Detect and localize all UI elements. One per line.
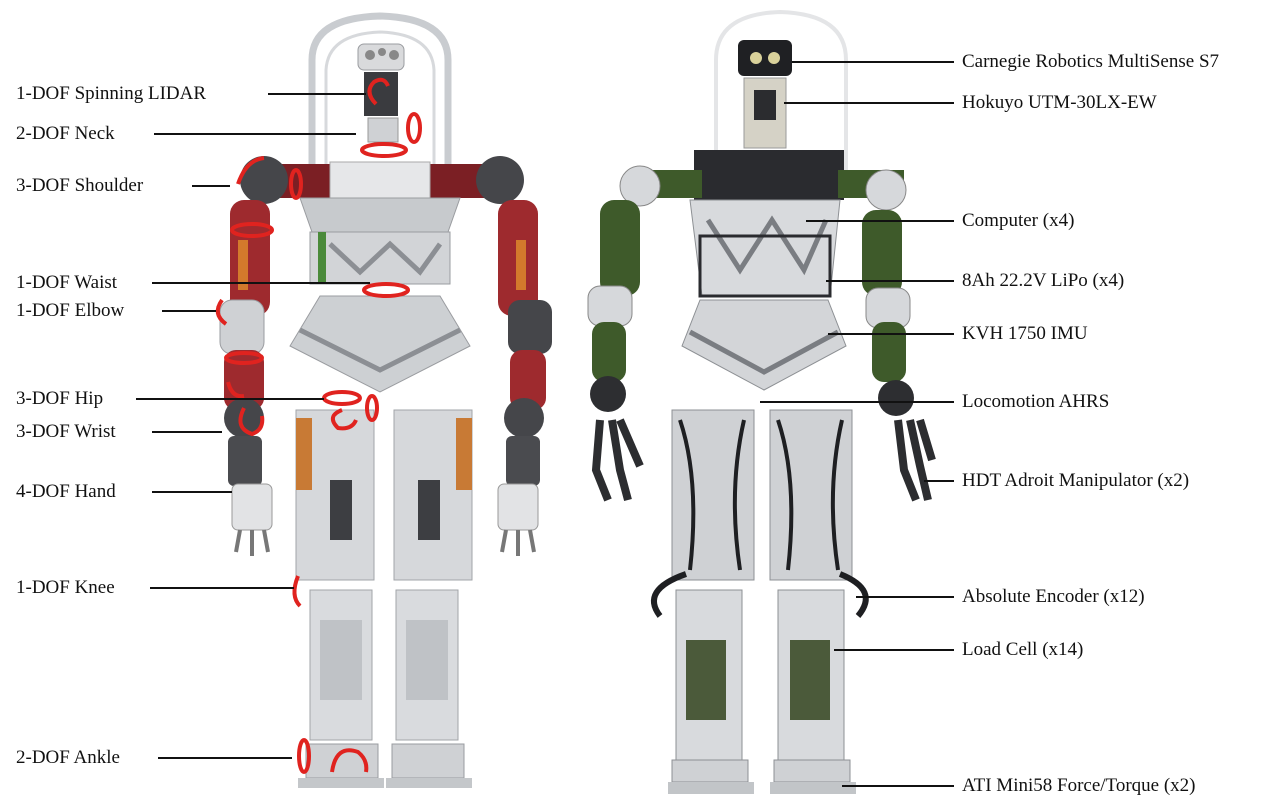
label-forcetorque: ATI Mini58 Force/Torque (x2)	[962, 775, 1196, 796]
label-shoulder: 3-DOF Shoulder	[16, 175, 144, 196]
label-hokuyo: Hokuyo UTM-30LX-EW	[962, 92, 1157, 113]
label-multisense: Carnegie Robotics MultiSense S7	[962, 51, 1220, 72]
label-ankle: 2-DOF Ankle	[16, 747, 120, 768]
label-waist: 1-DOF Waist	[16, 272, 118, 293]
label-encoder: Absolute Encoder (x12)	[962, 586, 1145, 607]
label-neck: 2-DOF Neck	[16, 123, 115, 144]
label-lidar: 1-DOF Spinning LIDAR	[16, 83, 207, 104]
label-hip: 3-DOF Hip	[16, 388, 104, 409]
label-manipulator: HDT Adroit Manipulator (x2)	[962, 470, 1190, 491]
right-leader-lines	[760, 61, 954, 787]
label-hand: 4-DOF Hand	[16, 481, 116, 502]
label-computer: Computer (x4)	[962, 210, 1075, 231]
label-knee: 1-DOF Knee	[16, 577, 115, 598]
label-ahrs: Locomotion AHRS	[962, 391, 1110, 412]
label-lipo: 8Ah 22.2V LiPo (x4)	[962, 270, 1125, 291]
label-wrist: 3-DOF Wrist	[16, 421, 116, 442]
label-elbow: 1-DOF Elbow	[16, 300, 125, 321]
label-loadcell: Load Cell (x14)	[962, 639, 1084, 660]
dof-arrows	[215, 77, 422, 774]
physical-robot-render	[587, 9, 936, 794]
cad-robot-render	[219, 12, 552, 788]
left-leader-lines	[136, 93, 370, 759]
label-imu: KVH 1750 IMU	[962, 323, 1088, 344]
